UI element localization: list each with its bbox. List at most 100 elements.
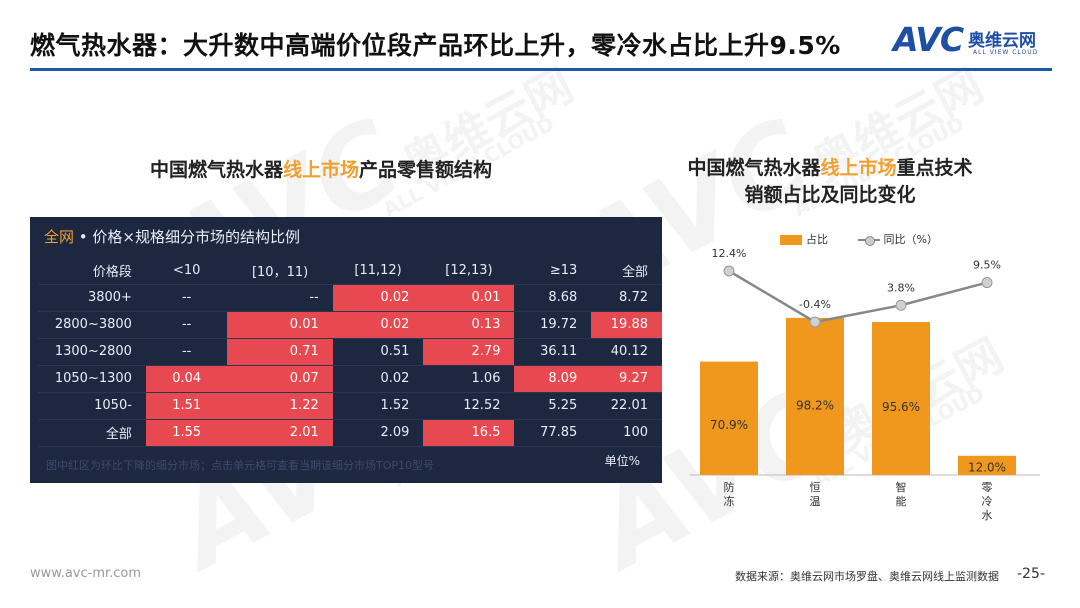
unit-label: 单位%: [604, 454, 640, 468]
table-cell[interactable]: 12.52: [423, 392, 515, 420]
logo-cn: 奥维云网: [968, 31, 1036, 51]
row-label: 全部: [38, 419, 146, 447]
bar-value-label: 12.0%: [968, 460, 1006, 474]
category-label: 智: [896, 480, 907, 494]
legend-line-label: 同比（%）: [883, 233, 938, 246]
row-label: 3800+: [38, 284, 146, 312]
bar: [786, 317, 844, 475]
table-cell[interactable]: 5.25: [514, 392, 592, 420]
table-cell[interactable]: 0.02: [332, 365, 424, 393]
table-row: 1300~2800 -- 0.71 0.51 2.79 36.11 40.12: [38, 338, 662, 366]
table-cell[interactable]: 0.13: [423, 311, 515, 339]
structure-table: 价格段 <10 [10，11) [11,12) [12,13) ≥13 全部 3800+ -- -…: [38, 257, 662, 447]
table-cell[interactable]: --: [145, 284, 228, 312]
column-header: <10: [145, 257, 228, 285]
legend-bar-swatch: [780, 235, 802, 245]
bar-value-label: 70.9%: [710, 418, 748, 432]
table-row: 1050~1300 0.04 0.07 0.02 1.06 8.09 9.27: [38, 365, 662, 393]
structure-table-panel: 全网 • 价格×规格细分市场的结构比例 价格段 <10 [10，11) [11,12)…: [30, 217, 662, 483]
row-label: 1300~2800: [38, 338, 146, 366]
table-cell[interactable]: 19.72: [514, 311, 592, 339]
row-label: 1050-: [38, 392, 146, 420]
logo-mark: AVC: [893, 20, 964, 59]
table-cell[interactable]: 2.09: [332, 419, 424, 447]
table-cell[interactable]: 22.01: [591, 392, 662, 420]
yoy-point: [981, 277, 993, 289]
column-header: [12,13): [423, 257, 515, 285]
table-cell[interactable]: 77.85: [514, 419, 592, 447]
category-label: 冷: [982, 495, 993, 508]
title-divider: [30, 68, 1052, 71]
table-cell[interactable]: 100: [591, 419, 662, 447]
table-row: 3800+ -- -- 0.02 0.01 8.68 8.72: [38, 284, 662, 312]
category-label: 恒: [810, 481, 821, 494]
table-cell[interactable]: 9.27: [591, 365, 662, 393]
row-label: 1050~1300: [38, 365, 146, 393]
yoy-point: [809, 316, 821, 328]
category-label: 能: [896, 494, 907, 508]
column-header: 全部: [591, 257, 662, 285]
table-cell[interactable]: 8.09: [514, 365, 592, 393]
yoy-value-label: 9.5%: [973, 259, 1001, 272]
yoy-value-label: 3.8%: [887, 281, 915, 294]
table-cell[interactable]: 36.11: [514, 338, 592, 366]
chart-plot: 70.9% 防冻 98.2% 恒温 95.6% 智能 12.0% 零冷水 12.4% -0.4% 3…: [690, 247, 1040, 522]
table-cell[interactable]: --: [145, 338, 228, 366]
table-cell[interactable]: 0.01: [227, 311, 333, 339]
bar: [958, 455, 1016, 475]
table-cell[interactable]: 19.88: [591, 311, 662, 339]
bar-value-label: 95.6%: [882, 400, 920, 414]
scope-selector[interactable]: 全网: [44, 228, 75, 246]
legend-bar-label: 占比: [806, 233, 828, 246]
logo: AVC 奥维云网 ALL VIEW CLOUD: [893, 20, 1058, 62]
category-label: 水: [982, 509, 993, 522]
yoy-point: [895, 299, 907, 311]
table-cell[interactable]: 0.07: [227, 365, 333, 393]
table-cell[interactable]: 0.71: [227, 338, 333, 366]
category-label: 零: [982, 481, 993, 494]
category-label: 温: [810, 495, 821, 508]
table-cell[interactable]: 2.79: [423, 338, 515, 366]
category-label: 冻: [724, 494, 735, 508]
table-cell[interactable]: 40.12: [591, 338, 662, 366]
data-source: 数据来源：奥维云网市场罗盘、奥维云网线上监测数据: [735, 570, 999, 583]
table-cell[interactable]: 8.72: [591, 284, 662, 312]
table-cell[interactable]: 1.55: [145, 419, 228, 447]
table-cell[interactable]: 0.01: [423, 284, 515, 312]
tech-share-chart: 占比 同比（%） 70.9% 防冻 98.2% 恒温 95.6% 智能 12.0% 零冷水 12…: [690, 225, 1040, 525]
yoy-point: [723, 265, 735, 277]
page-number: -25-: [1017, 566, 1045, 582]
table-cell[interactable]: 1.52: [332, 392, 424, 420]
column-header: [10，11): [227, 257, 333, 285]
table-cell[interactable]: 0.02: [332, 284, 424, 312]
table-cell[interactable]: 1.06: [423, 365, 515, 393]
table-cell[interactable]: 16.5: [423, 419, 515, 447]
site-url[interactable]: www.avc-mr.com: [30, 566, 142, 581]
chart-legend: 占比 同比（%）: [780, 231, 938, 247]
bar: [700, 361, 758, 475]
table-cell[interactable]: 0.04: [145, 365, 228, 393]
table-cell[interactable]: 1.51: [145, 392, 228, 420]
right-subtitle: 中国燃气热水器线上市场重点技术 销额占比及同比变化: [687, 157, 973, 206]
table-cell[interactable]: 1.22: [227, 392, 333, 420]
panel-note: 图中红区为环比下降的细分市场；点击单元格可查看当期该细分市场TOP10型号: [46, 459, 435, 472]
bar: [872, 322, 930, 475]
table-cell[interactable]: 0.02: [332, 311, 424, 339]
page-title: 燃气热水器：大升数中高端价位段产品环比上升，零冷水占比上升9.5%: [30, 31, 841, 60]
table-cell[interactable]: 0.51: [332, 338, 424, 366]
table-cell[interactable]: --: [227, 284, 333, 312]
table-row: 1050- 1.51 1.22 1.52 12.52 5.25 22.01: [38, 392, 662, 420]
column-header: 价格段: [38, 257, 146, 285]
category-label: 防: [724, 480, 735, 494]
table-row: 全部 1.55 2.01 2.09 16.5 77.85 100: [38, 419, 662, 447]
yoy-value-label: 12.4%: [712, 247, 747, 260]
table-cell[interactable]: --: [145, 311, 228, 339]
table-cell[interactable]: 2.01: [227, 419, 333, 447]
table-row: 2800~3800 -- 0.01 0.02 0.13 19.72 19.88: [38, 311, 662, 339]
panel-header: 全网 • 价格×规格细分市场的结构比例: [44, 228, 300, 246]
yoy-value-label: -0.4%: [799, 298, 831, 311]
row-label: 2800~3800: [38, 311, 146, 339]
table-cell[interactable]: 8.68: [514, 284, 592, 312]
logo-en: ALL VIEW CLOUD: [973, 49, 1039, 56]
table-header-row: 价格段 <10 [10，11) [11,12) [12,13) ≥13 全部: [38, 257, 662, 285]
